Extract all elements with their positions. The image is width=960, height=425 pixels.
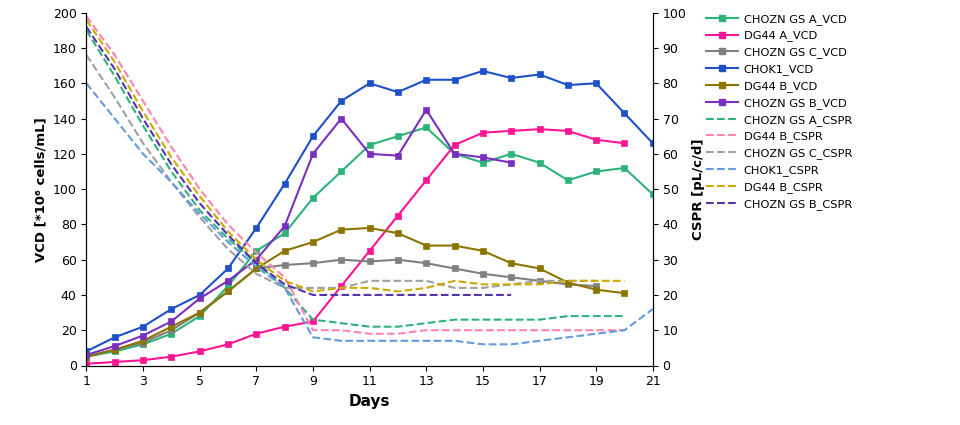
Y-axis label: VCD [*10⁶ cells/mL]: VCD [*10⁶ cells/mL] xyxy=(35,117,47,261)
X-axis label: Days: Days xyxy=(348,394,391,409)
Y-axis label: CSPR [pL/c/d]: CSPR [pL/c/d] xyxy=(692,139,705,240)
Legend: CHOZN GS A_VCD, DG44 A_VCD, CHOZN GS C_VCD, CHOK1_VCD, DG44 B_VCD, CHOZN GS B_VC: CHOZN GS A_VCD, DG44 A_VCD, CHOZN GS C_V… xyxy=(704,11,854,212)
